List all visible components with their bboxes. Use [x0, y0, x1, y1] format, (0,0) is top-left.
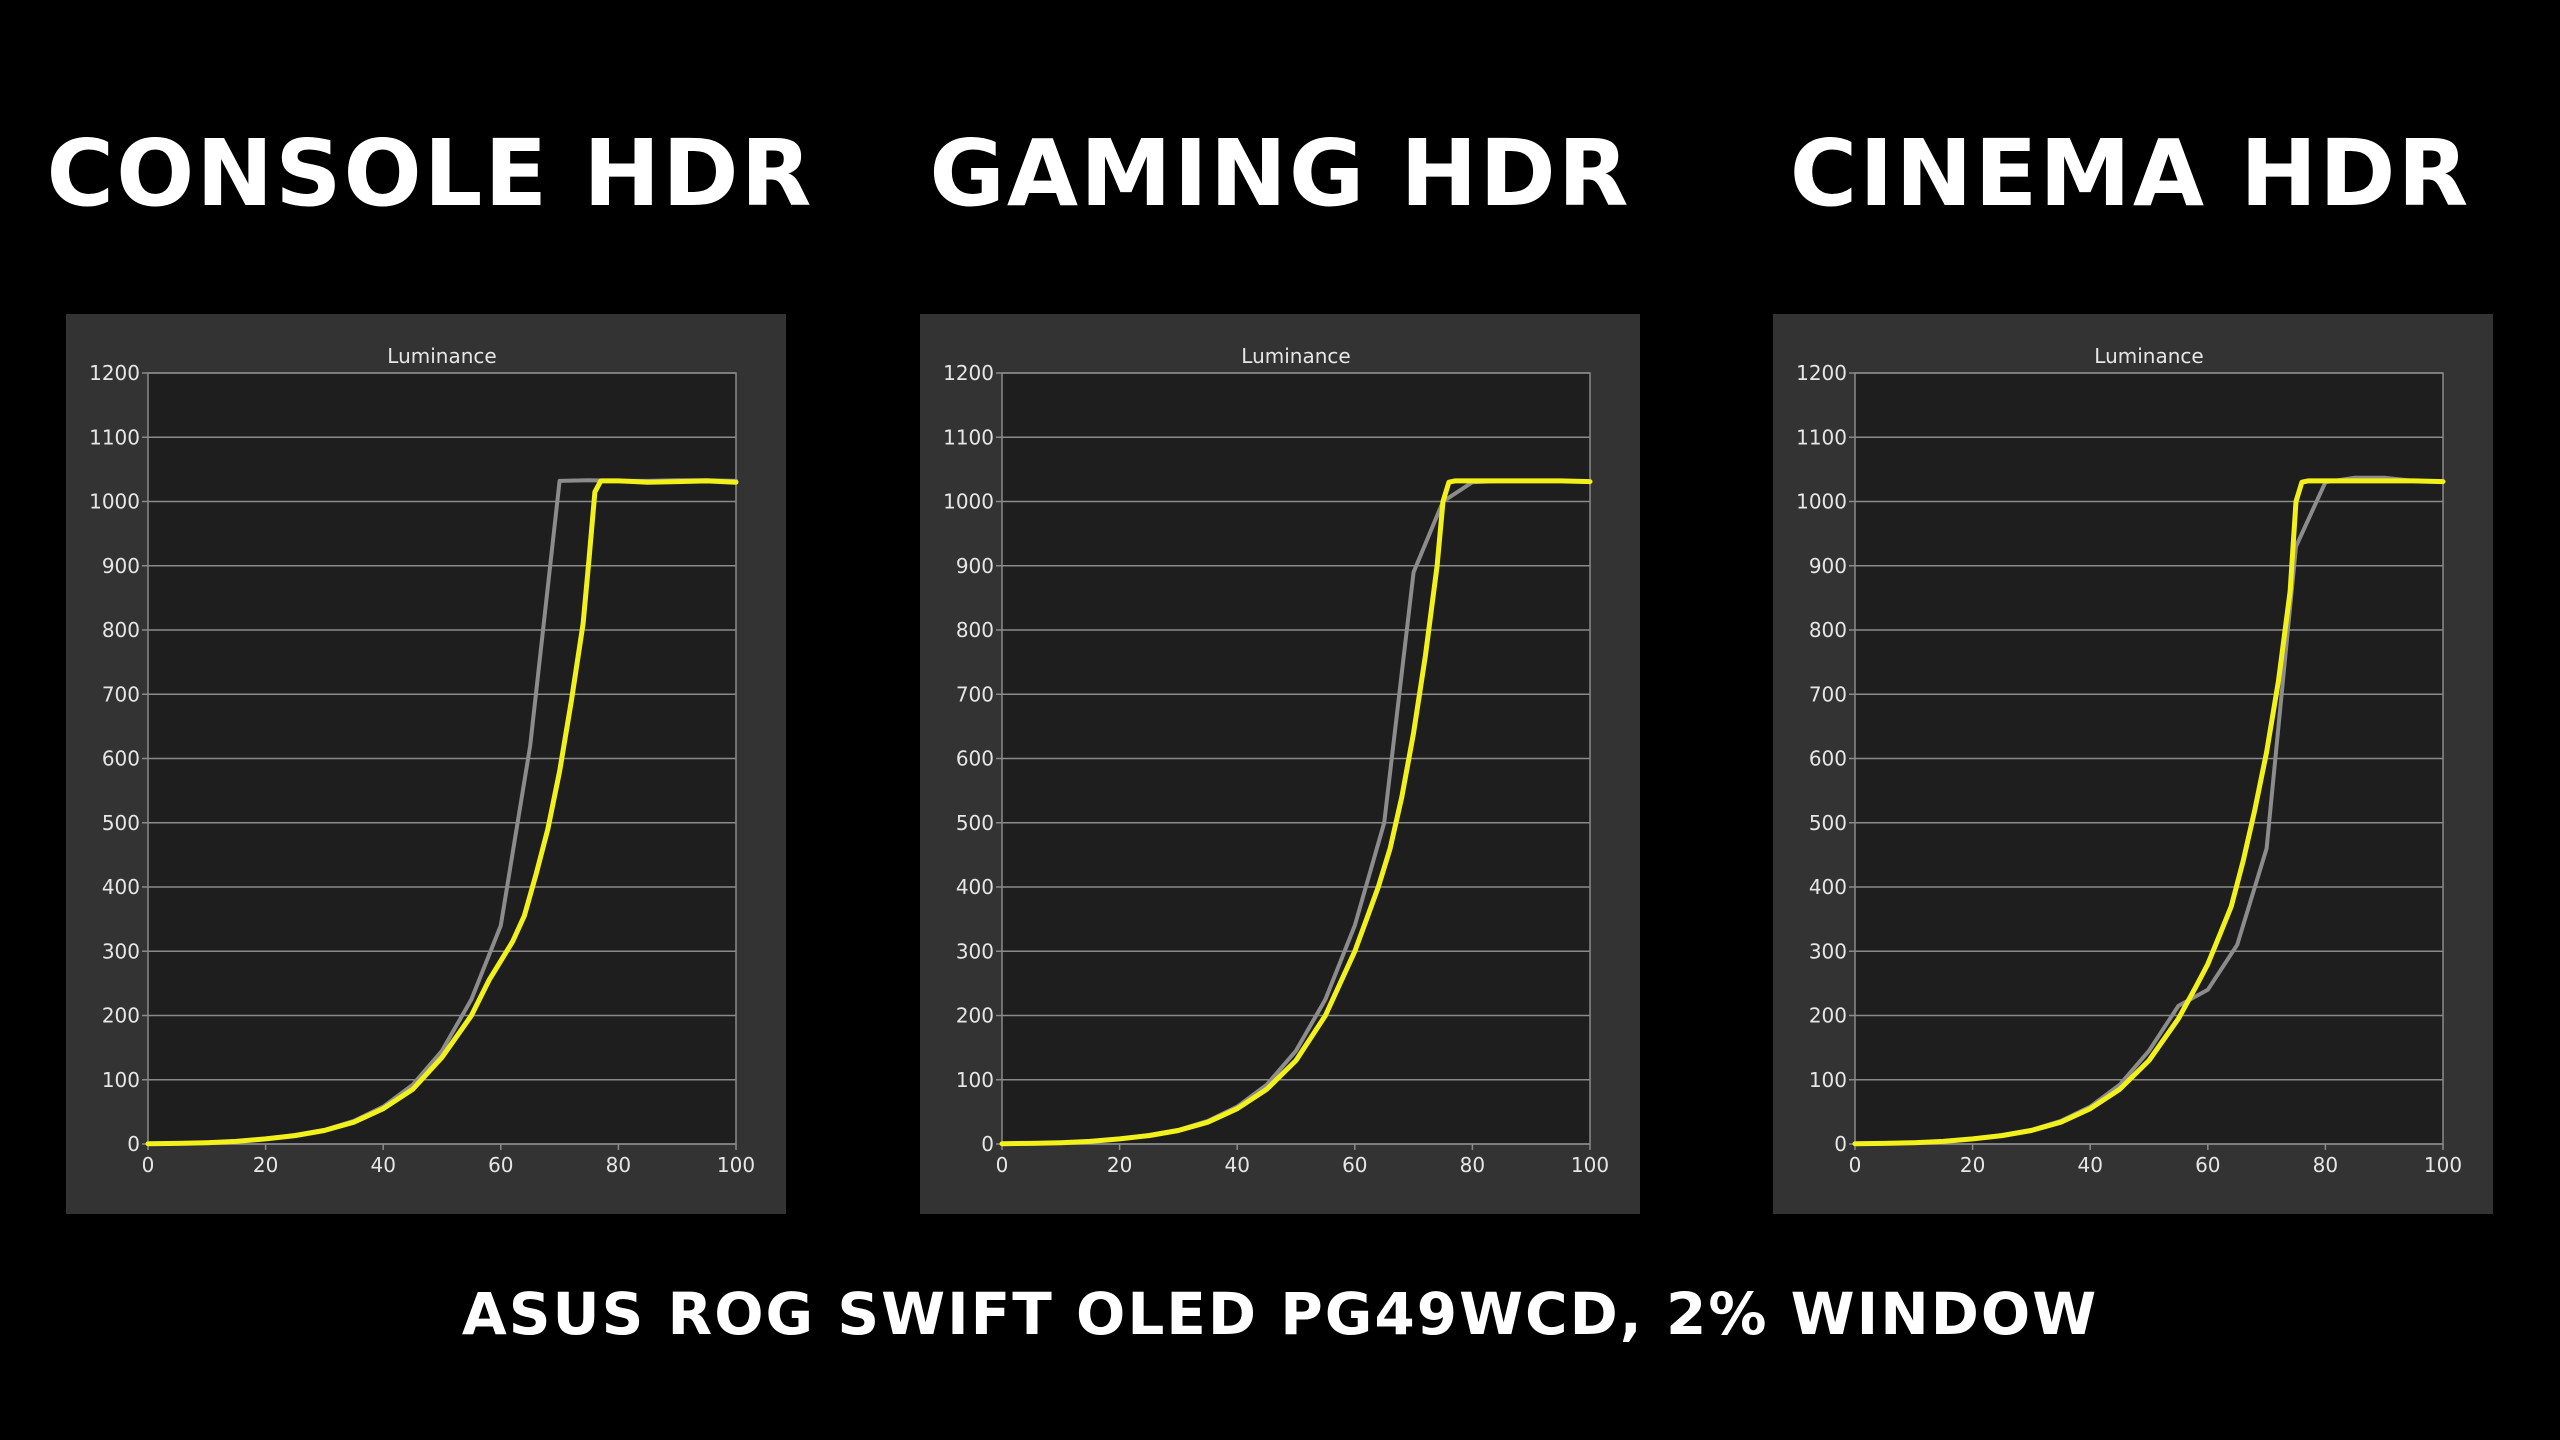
y-tick-label: 700 [956, 682, 994, 706]
y-tick-label: 0 [1834, 1132, 1847, 1156]
x-tick-label: 40 [370, 1153, 395, 1177]
y-tick-label: 300 [102, 939, 140, 963]
y-tick-label: 900 [1809, 554, 1847, 578]
y-tick-label: 1200 [1796, 361, 1847, 385]
plot-frame [1001, 372, 1591, 1145]
x-tick-label: 80 [1460, 1153, 1485, 1177]
y-tick-label: 100 [956, 1068, 994, 1092]
chart-title: Luminance [2094, 344, 2203, 368]
gaming-hdr-heading: GAMING HDR [929, 120, 1631, 227]
y-tick-label: 500 [1809, 811, 1847, 835]
x-tick-label: 60 [2195, 1153, 2220, 1177]
y-tick-label: 1000 [89, 490, 140, 514]
y-tick-label: 600 [1809, 747, 1847, 771]
chart-svg: Luminance0100200300400500600700800900100… [66, 314, 786, 1214]
y-tick-label: 1200 [943, 361, 994, 385]
console-hdr-heading: CONSOLE HDR [46, 120, 814, 227]
x-tick-label: 80 [606, 1153, 631, 1177]
y-tick-label: 900 [102, 554, 140, 578]
x-tick-label: 100 [2424, 1153, 2462, 1177]
y-tick-label: 400 [1809, 875, 1847, 899]
y-tick-label: 1100 [89, 425, 140, 449]
x-tick-label: 0 [1849, 1153, 1862, 1177]
x-tick-label: 0 [996, 1153, 1009, 1177]
y-tick-label: 1000 [943, 490, 994, 514]
x-tick-label: 0 [142, 1153, 155, 1177]
y-tick-label: 1100 [1796, 425, 1847, 449]
y-tick-label: 1100 [943, 425, 994, 449]
y-tick-label: 0 [127, 1132, 140, 1156]
x-tick-label: 40 [1224, 1153, 1249, 1177]
y-tick-label: 200 [1809, 1004, 1847, 1028]
x-tick-label: 60 [488, 1153, 513, 1177]
y-tick-label: 400 [956, 875, 994, 899]
y-tick-label: 900 [956, 554, 994, 578]
y-tick-label: 300 [1809, 939, 1847, 963]
y-tick-label: 100 [1809, 1068, 1847, 1092]
y-tick-label: 800 [1809, 618, 1847, 642]
y-tick-label: 200 [956, 1004, 994, 1028]
x-tick-label: 20 [1107, 1153, 1132, 1177]
console-hdr-luminance-chart: Luminance 0 100 200 300 400 500 600 700 800 900 100… [66, 314, 786, 1214]
y-tick-label: 700 [102, 682, 140, 706]
y-tick-label: 500 [956, 811, 994, 835]
x-tick-label: 20 [1960, 1153, 1985, 1177]
chart-svg: Luminance0100200300400500600700800900100… [920, 314, 1640, 1214]
cinema-hdr-luminance-chart: Luminance 0 100 200 300 400 500 600 700 800 900 100… [1773, 314, 2493, 1214]
measured-luminance-line [145, 478, 739, 1147]
measured-luminance-line [1852, 478, 2446, 1147]
chart-title: Luminance [1241, 344, 1350, 368]
y-tick-label: 400 [102, 875, 140, 899]
gaming-hdr-luminance-chart: Luminance 0 100 200 300 400 500 600 700 800 900 100… [920, 314, 1640, 1214]
y-tick-label: 800 [956, 618, 994, 642]
chart-svg: Luminance0100200300400500600700800900100… [1773, 314, 2493, 1214]
y-tick-label: 500 [102, 811, 140, 835]
x-tick-label: 40 [2077, 1153, 2102, 1177]
y-tick-label: 1200 [89, 361, 140, 385]
y-tick-label: 100 [102, 1068, 140, 1092]
y-tick-label: 600 [956, 747, 994, 771]
x-tick-label: 60 [1342, 1153, 1367, 1177]
x-tick-label: 100 [1571, 1153, 1609, 1177]
monitor-caption: ASUS ROG SWIFT OLED PG49WCD, 2% WINDOW [461, 1280, 2099, 1348]
y-tick-label: 0 [981, 1132, 994, 1156]
x-tick-label: 20 [253, 1153, 278, 1177]
plot-frame [147, 372, 737, 1145]
chart-title: Luminance [387, 344, 496, 368]
y-tick-label: 1000 [1796, 490, 1847, 514]
x-tick-label: 80 [2313, 1153, 2338, 1177]
y-tick-label: 600 [102, 747, 140, 771]
y-tick-label: 300 [956, 939, 994, 963]
plot-frame [1854, 372, 2444, 1145]
x-tick-label: 100 [717, 1153, 755, 1177]
y-tick-label: 800 [102, 618, 140, 642]
y-tick-label: 700 [1809, 682, 1847, 706]
cinema-hdr-heading: CINEMA HDR [1789, 120, 2471, 227]
measured-luminance-line [999, 478, 1593, 1147]
y-tick-label: 200 [102, 1004, 140, 1028]
